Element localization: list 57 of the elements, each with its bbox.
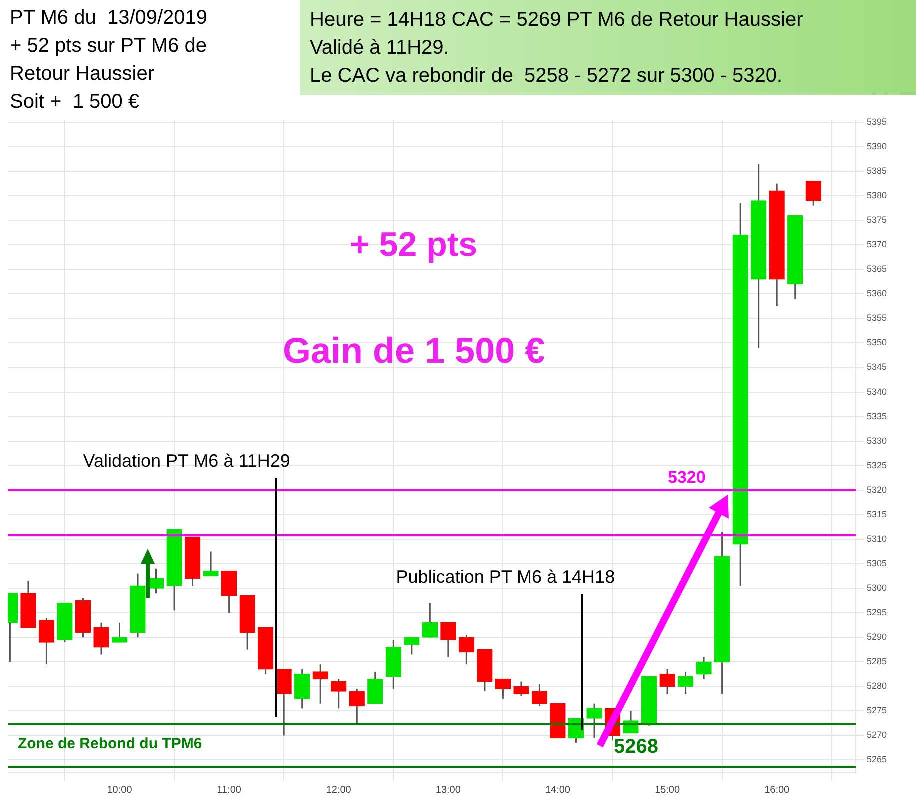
x-tick-label: 15:00 [655, 784, 680, 796]
y-tick-label: 5390 [866, 141, 888, 152]
annotation: Gain de 1 500 € [283, 330, 546, 372]
y-tick-label: 5350 [866, 338, 888, 348]
annotation: 5268 [614, 736, 658, 759]
x-tick-label: 13:00 [436, 784, 462, 796]
text: Heure = 14H18 CAC = 5269 PT M6 de Retour Haussier Validé à 11H29. Le CAC va rebondir de 5258 - 5272 sur 5300 - 5320. [300, 0, 916, 95]
y-tick-label: 5285 [866, 656, 888, 667]
candlestick [94, 622, 110, 656]
y-tick-label: 5325 [866, 460, 888, 470]
x-tick-label: 14:00 [545, 784, 571, 796]
ref-line-label: Publication PT M6 à 14H18 [396, 567, 616, 587]
chart-title: PT M6 du 13/09/2019 [10, 6, 208, 31]
y-tick-label: 5265 [866, 754, 888, 765]
y-tick-label: 5375 [866, 215, 888, 226]
y-tick-label: 5315 [866, 509, 888, 520]
x-tick-label: 10:00 [107, 784, 133, 796]
y-tick-label: 5300 [866, 583, 888, 594]
y-tick-label: 5270 [866, 730, 888, 740]
x-tick-label: 16:00 [764, 784, 790, 796]
y-tick-label: 5370 [866, 240, 888, 250]
y-tick-label: 5380 [866, 190, 888, 201]
candlestick [586, 703, 602, 739]
candlestick [221, 570, 238, 614]
ref-line-label: Validation PT M6 à 11H29 [83, 451, 290, 471]
y-tick-label: 5305 [866, 558, 888, 568]
candlestick [368, 671, 384, 705]
y-tick-label: 5355 [866, 313, 888, 324]
candlestick [38, 617, 55, 666]
candlestick [294, 668, 310, 710]
candlestick [112, 622, 128, 644]
chart-subtitle: + 52 pts sur PT M6 de Retour Haussier Soit + 1 500 € [10, 34, 208, 115]
ref-line-label: Zone de Rebond du TPM6 [18, 736, 202, 753]
y-tick-label: 5365 [866, 264, 888, 274]
y-tick-label: 5345 [866, 362, 888, 372]
y-tick-label: 5340 [866, 386, 888, 397]
x-tick-label: 12:00 [326, 784, 352, 796]
y-tick-label: 5310 [866, 534, 888, 544]
y-tick-label: 5335 [866, 411, 888, 422]
candlestick [276, 668, 292, 736]
y-tick-label: 5280 [866, 681, 888, 692]
candlestick [514, 680, 530, 698]
y-tick-label: 5320 [866, 484, 888, 495]
y-tick-label: 5275 [866, 706, 888, 716]
x-tick-label: 11:00 [217, 784, 242, 796]
candlestick [312, 664, 328, 705]
y-tick-label: 5290 [866, 632, 888, 642]
ref-line-label: 5320 [668, 468, 706, 488]
y-tick-label: 5385 [866, 166, 888, 176]
candlestick [203, 550, 219, 578]
y-tick-label: 5360 [866, 288, 888, 299]
annotation: + 52 pts [350, 226, 478, 265]
candlestick [404, 636, 420, 656]
y-tick-label: 5295 [866, 608, 888, 618]
y-tick-label: 5395 [866, 116, 888, 127]
y-tick-label: 5330 [866, 436, 888, 446]
candlestick [806, 180, 822, 207]
